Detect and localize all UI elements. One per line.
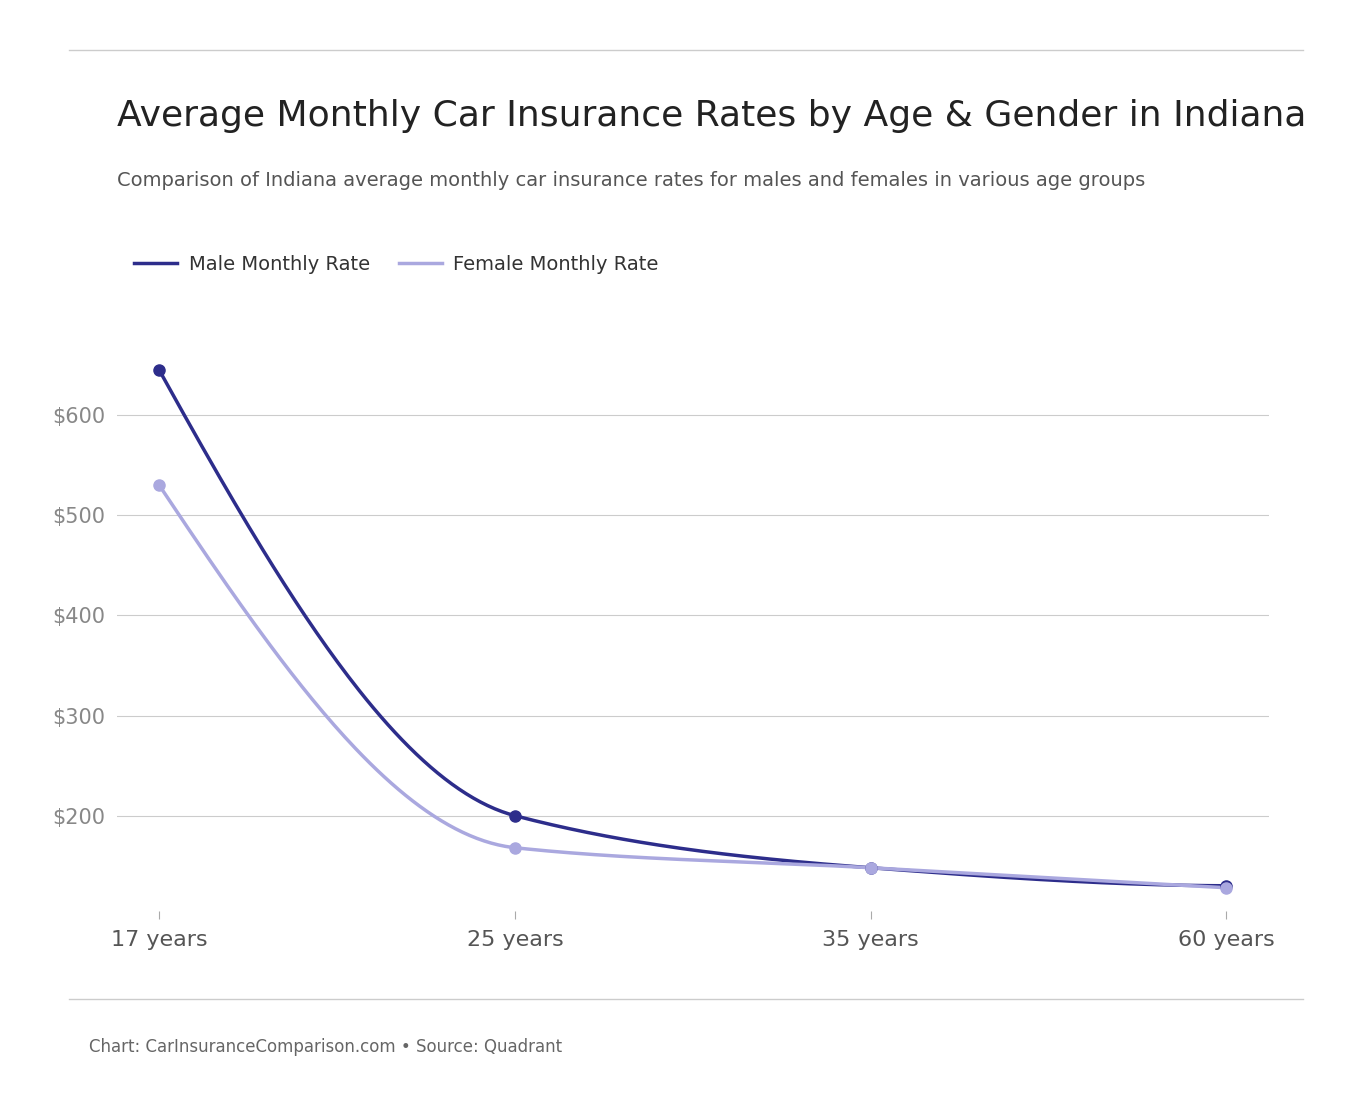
Text: Chart: CarInsuranceComparison.com • Source: Quadrant: Chart: CarInsuranceComparison.com • Sour…: [89, 1038, 563, 1055]
Legend: Male Monthly Rate, Female Monthly Rate: Male Monthly Rate, Female Monthly Rate: [126, 247, 667, 282]
Text: Comparison of Indiana average monthly car insurance rates for males and females : Comparison of Indiana average monthly ca…: [117, 171, 1144, 190]
Text: Average Monthly Car Insurance Rates by Age & Gender in Indiana: Average Monthly Car Insurance Rates by A…: [117, 99, 1306, 134]
